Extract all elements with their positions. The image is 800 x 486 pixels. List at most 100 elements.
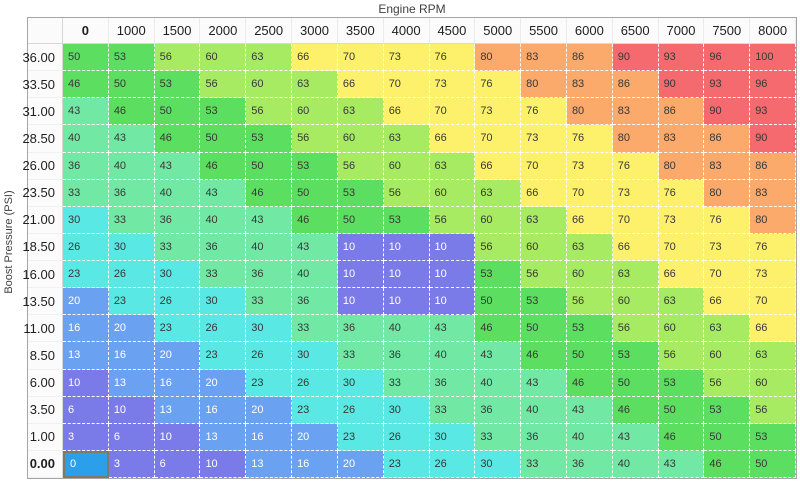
table-cell[interactable]: 46 <box>63 71 109 99</box>
table-cell[interactable]: 50 <box>154 98 201 126</box>
table-cell[interactable]: 26 <box>63 233 109 261</box>
column-header[interactable]: 7500 <box>704 18 751 44</box>
column-header[interactable]: 3500 <box>337 18 384 44</box>
table-cell[interactable]: 23 <box>200 342 247 370</box>
table-cell[interactable]: 40 <box>200 206 247 234</box>
table-cell[interactable]: 23 <box>337 423 384 451</box>
table-cell[interactable]: 93 <box>750 98 796 126</box>
table-cell[interactable]: 66 <box>383 98 430 126</box>
table-cell[interactable]: 30 <box>154 261 201 289</box>
table-cell[interactable]: 13 <box>200 423 247 451</box>
table-cell[interactable]: 36 <box>154 206 201 234</box>
table-cell[interactable]: 70 <box>383 71 430 99</box>
table-cell[interactable]: 66 <box>429 125 476 153</box>
table-cell[interactable]: 66 <box>521 179 567 207</box>
column-header[interactable]: 2000 <box>200 18 247 44</box>
table-cell[interactable]: 43 <box>566 396 613 424</box>
table-cell[interactable]: 73 <box>383 44 430 72</box>
table-cell[interactable]: 20 <box>337 450 384 478</box>
table-cell[interactable]: 36 <box>383 342 430 370</box>
table-cell[interactable]: 80 <box>566 98 613 126</box>
table-cell[interactable]: 60 <box>383 152 430 180</box>
column-header[interactable]: 5000 <box>475 18 522 44</box>
table-cell[interactable]: 80 <box>658 152 705 180</box>
table-cell[interactable]: 20 <box>63 288 109 316</box>
table-cell[interactable]: 70 <box>704 261 751 289</box>
table-cell[interactable]: 66 <box>337 71 384 99</box>
table-cell[interactable]: 53 <box>475 261 522 289</box>
table-cell[interactable]: 40 <box>383 315 430 343</box>
table-cell[interactable]: 56 <box>475 233 522 261</box>
table-cell[interactable]: 70 <box>566 179 613 207</box>
column-header[interactable]: 4500 <box>429 18 476 44</box>
table-cell[interactable]: 23 <box>63 261 109 289</box>
table-cell[interactable]: 53 <box>750 423 796 451</box>
table-cell[interactable]: 13 <box>63 342 109 370</box>
table-cell[interactable]: 56 <box>154 44 201 72</box>
table-cell[interactable]: 40 <box>63 125 109 153</box>
table-cell[interactable]: 36 <box>108 179 155 207</box>
table-cell[interactable]: 16 <box>63 315 109 343</box>
table-cell[interactable]: 30 <box>475 450 522 478</box>
table-cell[interactable]: 30 <box>292 342 338 370</box>
column-header[interactable]: 1500 <box>154 18 201 44</box>
table-cell[interactable]: 73 <box>475 98 522 126</box>
table-cell[interactable]: 70 <box>750 288 796 316</box>
table-cell[interactable]: 46 <box>521 342 567 370</box>
table-cell[interactable]: 26 <box>337 396 384 424</box>
table-cell[interactable]: 90 <box>612 44 659 72</box>
table-cell[interactable]: 60 <box>704 342 751 370</box>
table-cell[interactable]: 10 <box>337 233 384 261</box>
row-header[interactable]: 3.50 <box>28 396 63 424</box>
table-cell[interactable]: 46 <box>658 423 705 451</box>
table-cell[interactable]: 90 <box>750 125 796 153</box>
row-header[interactable]: 26.00 <box>22 152 63 180</box>
table-cell[interactable]: 50 <box>63 44 109 72</box>
table-cell[interactable]: 63 <box>658 288 705 316</box>
table-cell[interactable]: 10 <box>383 233 430 261</box>
row-header[interactable]: 21.00 <box>22 206 63 234</box>
table-cell[interactable]: 20 <box>292 423 338 451</box>
table-cell[interactable]: 53 <box>246 125 293 153</box>
row-header[interactable]: 16.00 <box>22 261 63 289</box>
table-cell[interactable]: 60 <box>200 44 247 72</box>
table-cell[interactable]: 46 <box>475 315 522 343</box>
table-cell[interactable]: 53 <box>658 369 705 397</box>
table-cell[interactable]: 43 <box>475 342 522 370</box>
table-cell[interactable]: 83 <box>521 44 567 72</box>
table-cell[interactable]: 40 <box>475 369 522 397</box>
table-cell[interactable]: 46 <box>566 369 613 397</box>
table-cell[interactable]: 76 <box>521 98 567 126</box>
table-cell[interactable]: 66 <box>292 44 338 72</box>
table-cell[interactable]: 46 <box>704 450 751 478</box>
table-cell[interactable]: 63 <box>383 125 430 153</box>
table-cell[interactable]: 63 <box>337 98 384 126</box>
table-cell[interactable]: 93 <box>704 71 751 99</box>
table-cell[interactable]: 63 <box>750 342 796 370</box>
table-cell[interactable]: 73 <box>704 233 751 261</box>
table-cell[interactable]: 26 <box>154 288 201 316</box>
table-cell[interactable]: 50 <box>750 450 796 478</box>
table-cell[interactable]: 56 <box>521 261 567 289</box>
table-cell[interactable]: 63 <box>521 206 567 234</box>
table-cell[interactable]: 90 <box>704 98 751 126</box>
table-cell[interactable]: 10 <box>337 261 384 289</box>
table-cell[interactable]: 33 <box>108 206 155 234</box>
table-cell[interactable]: 36 <box>475 396 522 424</box>
table-cell[interactable]: 26 <box>429 450 476 478</box>
table-cell[interactable]: 86 <box>566 44 613 72</box>
table-cell[interactable]: 90 <box>658 71 705 99</box>
table-cell[interactable]: 80 <box>521 71 567 99</box>
table-cell[interactable]: 70 <box>521 152 567 180</box>
table-cell[interactable]: 70 <box>612 206 659 234</box>
table-cell[interactable]: 40 <box>429 342 476 370</box>
table-cell[interactable]: 33 <box>292 315 338 343</box>
table-cell[interactable]: 53 <box>337 179 384 207</box>
table-cell[interactable]: 86 <box>750 152 796 180</box>
table-cell[interactable]: 23 <box>108 288 155 316</box>
table-cell[interactable]: 40 <box>566 423 613 451</box>
table-cell[interactable]: 30 <box>200 288 247 316</box>
table-cell[interactable]: 10 <box>383 261 430 289</box>
table-cell[interactable]: 10 <box>429 233 476 261</box>
table-cell[interactable]: 10 <box>337 288 384 316</box>
